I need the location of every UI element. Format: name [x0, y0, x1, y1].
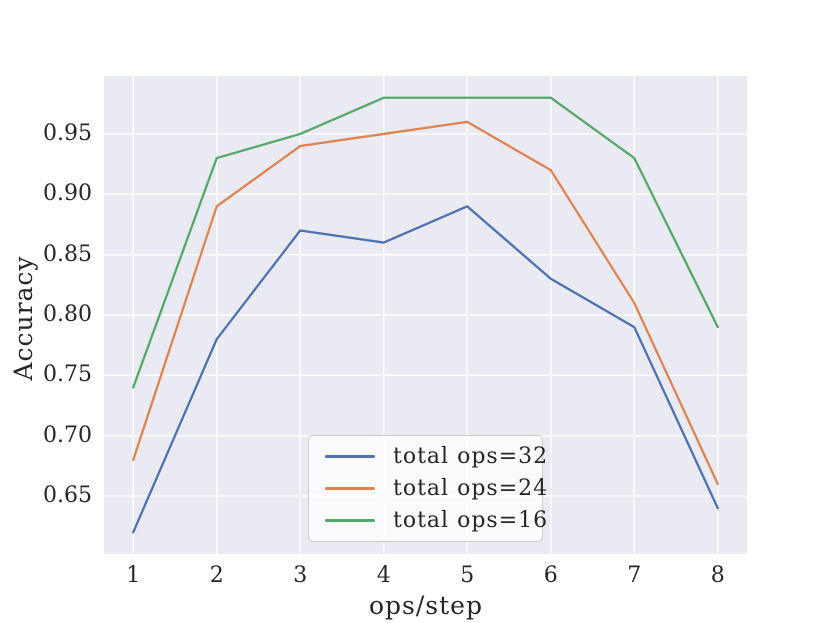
legend-line-swatch — [325, 486, 375, 490]
x-tick-label: 2 — [209, 563, 224, 588]
legend-label: total ops=16 — [393, 507, 549, 533]
line-series-total-ops-24 — [132, 120, 719, 486]
y-tick-label: 0.80 — [43, 302, 92, 327]
y-axis-label: Accuracy — [9, 255, 38, 381]
x-tick-label: 1 — [126, 563, 141, 588]
x-tick-label: 3 — [293, 563, 308, 588]
x-tick-label: 7 — [627, 563, 642, 588]
line-series-total-ops-32 — [132, 205, 719, 534]
legend-line-swatch — [325, 455, 375, 459]
y-tick-label: 0.75 — [43, 362, 92, 388]
line-series-total-ops-16 — [132, 96, 719, 389]
y-tick-label: 0.90 — [43, 181, 92, 207]
y-tick-label: 0.95 — [43, 120, 92, 146]
legend-label: total ops=32 — [393, 444, 549, 470]
legend-entry: total ops=24 — [317, 476, 547, 501]
y-tick-label: 0.70 — [43, 422, 92, 448]
legend-entry: total ops=16 — [317, 508, 547, 533]
legend: total ops=32 total ops=24 total ops=16 — [308, 435, 547, 542]
y-tick-label: 0.85 — [43, 241, 92, 267]
x-tick-label: 6 — [543, 563, 558, 588]
x-tick-label: 4 — [376, 563, 391, 588]
x-axis-label: ops/step — [369, 591, 483, 620]
legend-label: total ops=24 — [393, 475, 549, 501]
y-tick-label: 0.65 — [43, 483, 92, 509]
x-tick-label: 8 — [710, 563, 725, 588]
legend-line-swatch — [325, 518, 375, 522]
legend-entry: total ops=32 — [317, 444, 547, 469]
x-tick-label: 5 — [460, 563, 475, 588]
